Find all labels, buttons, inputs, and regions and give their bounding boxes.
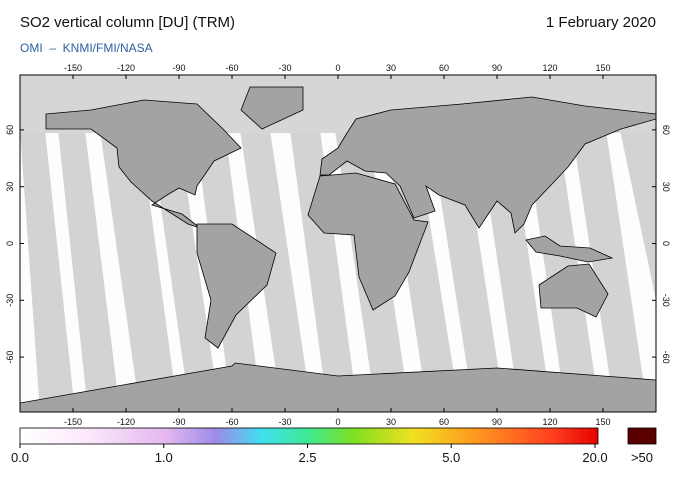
y-tick-label-left: 30 <box>5 182 15 192</box>
x-tick-label-top: 30 <box>386 63 396 73</box>
x-tick-label-bottom: 120 <box>542 417 557 427</box>
y-tick-label-right: 0 <box>661 241 671 246</box>
x-tick-label-top: 90 <box>492 63 502 73</box>
map-area <box>20 75 656 412</box>
x-tick-label-bottom: -150 <box>64 417 82 427</box>
date: 1 February 2020 <box>546 14 656 31</box>
colorbar-tick-label: 20.0 <box>582 450 607 465</box>
x-tick-label-top: -60 <box>225 63 238 73</box>
x-tick-label-bottom: 0 <box>335 417 340 427</box>
x-tick-label-bottom: -30 <box>278 417 291 427</box>
x-tick-label-bottom: 150 <box>595 417 610 427</box>
x-tick-label-top: 60 <box>439 63 449 73</box>
x-tick-label-top: -30 <box>278 63 291 73</box>
colorbar-tick-label: 0.0 <box>11 450 29 465</box>
y-tick-label-left: -60 <box>5 351 15 364</box>
x-tick-label-top: -150 <box>64 63 82 73</box>
x-tick-label-top: 0 <box>335 63 340 73</box>
x-tick-label-bottom: -60 <box>225 417 238 427</box>
x-tick-label-bottom: -90 <box>172 417 185 427</box>
land <box>20 86 656 412</box>
y-tick-label-left: 0 <box>5 241 15 246</box>
y-tick-label-left: 60 <box>5 125 15 135</box>
x-tick-label-bottom: 90 <box>492 417 502 427</box>
y-tick-label-left: -30 <box>5 294 15 307</box>
y-tick-label-right: -30 <box>661 294 671 307</box>
y-tick-label-right: 30 <box>661 182 671 192</box>
x-tick-label-bottom: -120 <box>117 417 135 427</box>
x-tick-label-bottom: 60 <box>439 417 449 427</box>
colorbar <box>19 427 599 445</box>
source: OMI – KNMI/FMI/NASA <box>20 41 153 55</box>
colorbar-tick-label: 1.0 <box>155 450 173 465</box>
x-tick-label-top: 150 <box>595 63 610 73</box>
colorbar-over <box>627 427 657 445</box>
colorbar-over-label: >50 <box>631 450 653 465</box>
x-tick-label-top: -90 <box>172 63 185 73</box>
x-tick-label-top: 120 <box>542 63 557 73</box>
x-tick-label-bottom: 30 <box>386 417 396 427</box>
title: SO2 vertical column [DU] (TRM) <box>20 14 235 31</box>
y-tick-label-right: 60 <box>661 125 671 135</box>
x-tick-label-top: -120 <box>117 63 135 73</box>
colorbar-tick-label: 5.0 <box>442 450 460 465</box>
colorbar-tick-label: 2.5 <box>298 450 316 465</box>
y-tick-label-right: -60 <box>661 351 671 364</box>
